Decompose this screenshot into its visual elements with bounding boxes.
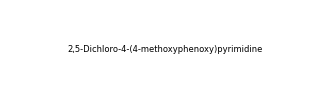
Text: 2,5-Dichloro-4-(4-methoxyphenoxy)pyrimidine: 2,5-Dichloro-4-(4-methoxyphenoxy)pyrimid… <box>67 44 263 54</box>
